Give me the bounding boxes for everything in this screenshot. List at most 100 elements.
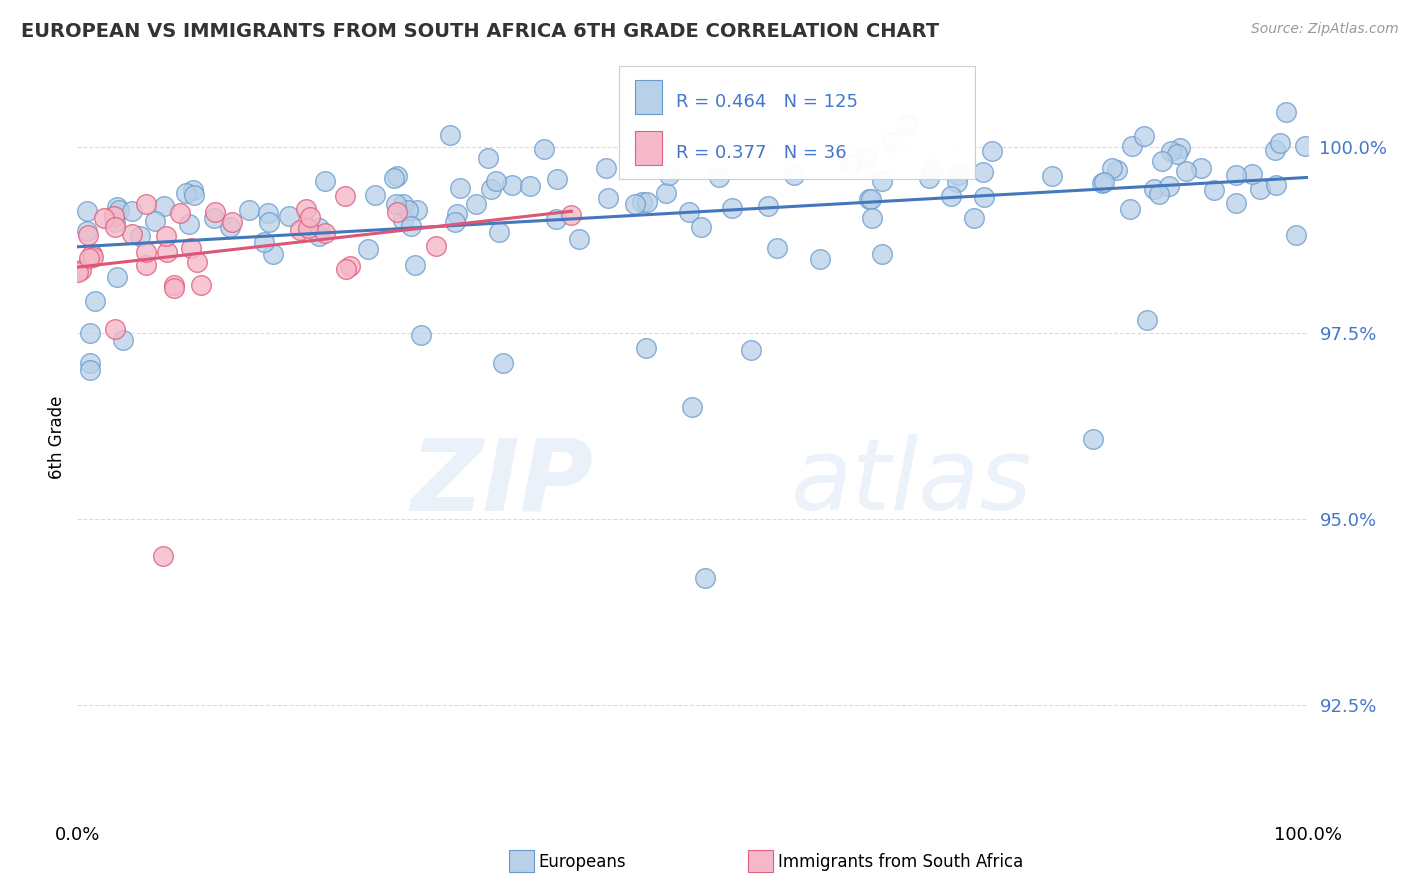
Point bbox=[464, 196, 486, 211]
Point bbox=[636, 341, 658, 355]
Point bbox=[387, 204, 409, 219]
Point bbox=[66, 265, 89, 279]
Point bbox=[221, 215, 243, 229]
Point bbox=[1152, 153, 1174, 168]
Point bbox=[77, 228, 100, 243]
Point bbox=[1105, 163, 1128, 178]
Point bbox=[181, 183, 204, 197]
Point bbox=[121, 227, 143, 241]
Point bbox=[707, 169, 730, 184]
Point bbox=[1132, 128, 1154, 143]
Point bbox=[1275, 104, 1298, 119]
Point bbox=[156, 245, 179, 260]
Point bbox=[439, 128, 461, 142]
Text: EUROPEAN VS IMMIGRANTS FROM SOUTH AFRICA 6TH GRADE CORRELATION CHART: EUROPEAN VS IMMIGRANTS FROM SOUTH AFRICA… bbox=[21, 22, 939, 41]
Point bbox=[501, 178, 523, 193]
Point bbox=[1159, 178, 1181, 193]
FancyBboxPatch shape bbox=[634, 79, 662, 114]
Point bbox=[262, 246, 284, 260]
Point bbox=[333, 189, 356, 203]
Point bbox=[396, 203, 419, 218]
Text: R = 0.377   N = 36: R = 0.377 N = 36 bbox=[676, 144, 846, 161]
Point bbox=[186, 255, 208, 269]
Point bbox=[595, 161, 617, 176]
Point bbox=[838, 157, 860, 171]
Point bbox=[1101, 161, 1123, 175]
Text: atlas: atlas bbox=[792, 434, 1032, 531]
Point bbox=[76, 224, 98, 238]
Point bbox=[546, 211, 568, 226]
Point bbox=[104, 322, 127, 336]
Point bbox=[678, 205, 700, 219]
Point bbox=[391, 196, 413, 211]
Point bbox=[298, 211, 321, 225]
Point bbox=[855, 151, 877, 165]
Point bbox=[108, 203, 131, 218]
Point bbox=[105, 270, 128, 285]
Point bbox=[488, 225, 510, 239]
Point bbox=[766, 240, 789, 254]
Point bbox=[259, 215, 281, 229]
Point bbox=[546, 172, 568, 186]
Point bbox=[631, 194, 654, 209]
Point bbox=[163, 281, 186, 295]
FancyBboxPatch shape bbox=[619, 65, 976, 179]
Point bbox=[308, 228, 330, 243]
Point bbox=[364, 187, 387, 202]
Point bbox=[783, 169, 806, 183]
Point bbox=[174, 186, 197, 200]
Point bbox=[82, 247, 104, 261]
Point bbox=[568, 232, 591, 246]
Point bbox=[485, 174, 508, 188]
Point bbox=[941, 189, 963, 203]
Point bbox=[636, 195, 658, 210]
Point bbox=[129, 228, 152, 243]
Point bbox=[690, 220, 713, 235]
Point bbox=[1091, 176, 1114, 190]
Point bbox=[655, 186, 678, 201]
Point bbox=[79, 363, 101, 377]
Point bbox=[121, 203, 143, 218]
Point bbox=[918, 171, 941, 186]
Point bbox=[492, 356, 515, 370]
Point bbox=[1225, 195, 1247, 210]
Point bbox=[980, 145, 1002, 159]
Point bbox=[1268, 136, 1291, 150]
Point bbox=[624, 196, 647, 211]
Point bbox=[446, 207, 468, 221]
Point bbox=[860, 211, 883, 226]
Text: Immigrants from South Africa: Immigrants from South Africa bbox=[778, 853, 1022, 871]
Point bbox=[84, 293, 107, 308]
Point bbox=[756, 199, 779, 213]
Point bbox=[973, 190, 995, 204]
Point bbox=[335, 261, 357, 276]
Point bbox=[1121, 139, 1143, 153]
Point bbox=[297, 221, 319, 235]
FancyBboxPatch shape bbox=[634, 131, 662, 165]
Point bbox=[308, 221, 330, 235]
Point bbox=[295, 202, 318, 216]
Point bbox=[1147, 186, 1170, 201]
Point bbox=[859, 192, 882, 206]
Point bbox=[253, 235, 276, 249]
Point bbox=[93, 211, 115, 225]
Point bbox=[202, 211, 225, 226]
Point bbox=[278, 210, 301, 224]
Point bbox=[921, 161, 943, 176]
Point bbox=[858, 192, 880, 206]
Point bbox=[425, 239, 447, 253]
Point bbox=[190, 277, 212, 292]
Point bbox=[180, 241, 202, 255]
Point bbox=[449, 181, 471, 195]
Point bbox=[238, 202, 260, 217]
Point bbox=[82, 250, 104, 264]
Point bbox=[135, 196, 157, 211]
Point bbox=[79, 326, 101, 340]
Point bbox=[76, 203, 98, 218]
Point bbox=[519, 179, 541, 194]
Point bbox=[406, 203, 429, 218]
Point bbox=[682, 401, 704, 415]
Point bbox=[399, 219, 422, 234]
Point bbox=[404, 258, 426, 272]
Point bbox=[143, 214, 166, 228]
